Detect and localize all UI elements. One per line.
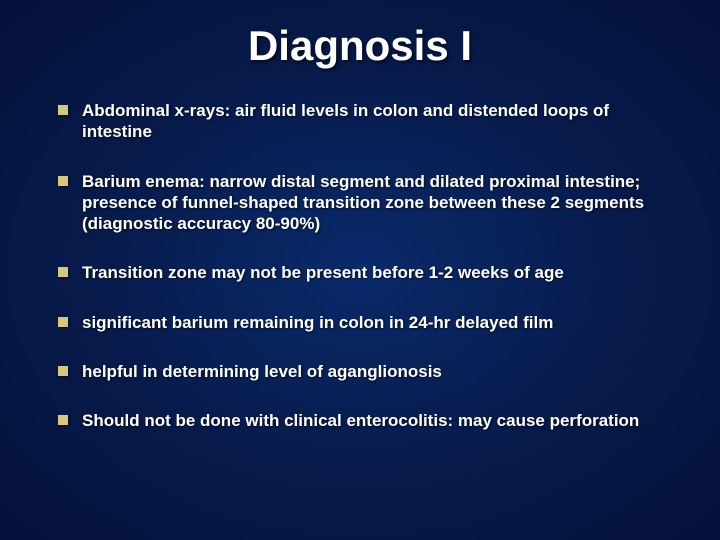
bullet-item: Should not be done with clinical enteroc… (52, 410, 668, 431)
slide: Diagnosis I Abdominal x-rays: air fluid … (0, 0, 720, 540)
bullet-item: Transition zone may not be present befor… (52, 262, 668, 283)
slide-title: Diagnosis I (52, 22, 668, 70)
bullet-item: helpful in determining level of aganglio… (52, 361, 668, 382)
bullet-item: significant barium remaining in colon in… (52, 312, 668, 333)
bullet-list: Abdominal x-rays: air fluid levels in co… (52, 100, 668, 431)
bullet-item: Abdominal x-rays: air fluid levels in co… (52, 100, 668, 143)
bullet-item: Barium enema: narrow distal segment and … (52, 171, 668, 235)
